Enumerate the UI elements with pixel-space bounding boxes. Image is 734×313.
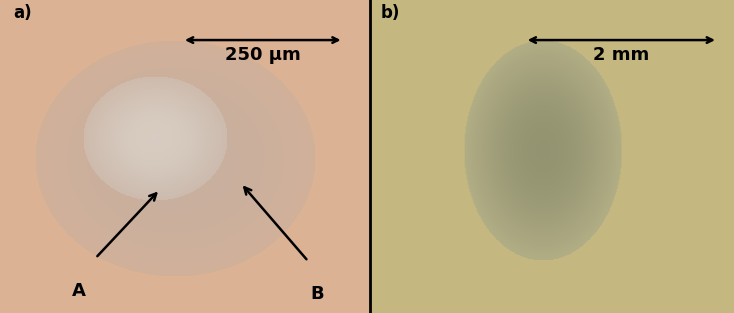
Text: A: A [73,282,86,300]
Text: 250 μm: 250 μm [225,46,301,64]
Text: B: B [310,285,324,303]
Text: b): b) [380,4,399,22]
Text: a): a) [13,4,32,22]
Text: 2 mm: 2 mm [593,46,649,64]
